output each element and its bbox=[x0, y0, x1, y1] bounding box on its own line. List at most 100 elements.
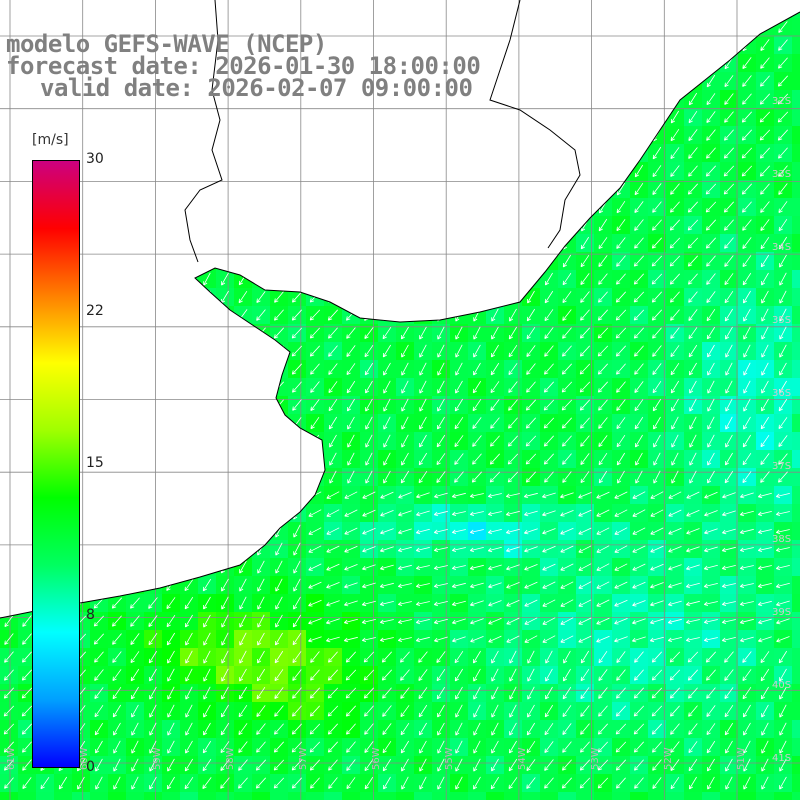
wind-arrow bbox=[508, 111, 518, 123]
wind-arrow bbox=[580, 21, 590, 33]
wind-speed-cell bbox=[396, 252, 414, 270]
wind-arrow bbox=[454, 471, 464, 483]
wind-arrow bbox=[725, 344, 733, 358]
wind-arrow bbox=[490, 21, 500, 33]
wind-arrow bbox=[525, 471, 536, 483]
wind-arrow bbox=[148, 183, 158, 195]
wind-arrow bbox=[400, 722, 410, 736]
wind-arrow bbox=[653, 74, 661, 88]
wind-arrow bbox=[257, 650, 265, 664]
wind-speed-cell bbox=[540, 72, 558, 90]
wind-speed-cell bbox=[90, 378, 108, 396]
wind-speed-cell bbox=[792, 558, 800, 576]
wind-arrow bbox=[632, 563, 646, 571]
wind-arrow bbox=[668, 491, 682, 499]
wind-speed-cell bbox=[630, 144, 648, 162]
wind-arrow bbox=[542, 510, 556, 517]
wind-arrow bbox=[704, 546, 718, 553]
wind-arrow bbox=[491, 272, 499, 286]
wind-speed-cell bbox=[144, 432, 162, 450]
wind-arrow bbox=[779, 290, 787, 304]
wind-arrow bbox=[451, 582, 466, 589]
wind-arrow bbox=[129, 147, 140, 159]
wind-arrow bbox=[221, 182, 229, 196]
wind-speed-cell bbox=[90, 504, 108, 522]
wind-arrow bbox=[291, 327, 303, 339]
wind-arrow bbox=[149, 776, 157, 790]
wind-arrow bbox=[292, 255, 302, 267]
wind-arrow bbox=[327, 705, 339, 717]
wind-arrow bbox=[328, 183, 338, 196]
wind-arrow bbox=[184, 362, 194, 376]
wind-arrow bbox=[490, 165, 500, 178]
wind-arrow bbox=[220, 777, 230, 789]
wind-arrow bbox=[239, 560, 247, 574]
wind-arrow bbox=[293, 524, 301, 538]
wind-arrow bbox=[274, 236, 284, 250]
wind-arrow bbox=[704, 528, 718, 535]
wind-arrow bbox=[274, 291, 284, 303]
wind-speed-cell bbox=[360, 108, 378, 126]
wind-arrow bbox=[433, 547, 448, 552]
wind-arrow bbox=[777, 93, 789, 105]
wind-arrow bbox=[379, 582, 394, 589]
wind-arrow bbox=[527, 218, 535, 232]
wind-arrow bbox=[633, 291, 645, 303]
wind-arrow bbox=[633, 741, 644, 753]
wind-arrow bbox=[311, 146, 319, 160]
wind-arrow bbox=[579, 381, 591, 393]
wind-arrow bbox=[130, 615, 140, 627]
wind-arrow bbox=[382, 740, 392, 754]
wind-arrow bbox=[598, 705, 608, 717]
wind-speed-cell bbox=[108, 198, 126, 216]
wind-arrow bbox=[653, 110, 661, 124]
wind-arrow bbox=[93, 561, 104, 573]
wind-arrow bbox=[688, 687, 698, 699]
wind-speed-cell bbox=[198, 108, 216, 126]
wind-speed-cell bbox=[0, 486, 18, 504]
wind-speed-cell bbox=[198, 216, 216, 234]
wind-arrow bbox=[400, 651, 410, 663]
wind-speed-cell bbox=[684, 792, 702, 800]
wind-arrow bbox=[416, 492, 430, 499]
wind-speed-cell bbox=[576, 792, 594, 800]
wind-arrow bbox=[488, 635, 502, 643]
wind-arrow bbox=[310, 669, 320, 681]
wind-arrow bbox=[473, 254, 481, 268]
wind-arrow bbox=[112, 452, 122, 466]
wind-arrow bbox=[454, 453, 464, 465]
wind-arrow bbox=[508, 326, 518, 340]
wind-arrow bbox=[635, 74, 643, 88]
wind-arrow bbox=[382, 326, 392, 340]
wind-arrow bbox=[23, 452, 31, 466]
wind-arrow bbox=[472, 435, 482, 447]
wind-speed-cell bbox=[0, 108, 18, 126]
wind-arrow bbox=[742, 20, 752, 34]
wind-arrow bbox=[362, 509, 376, 517]
wind-arrow bbox=[326, 527, 340, 535]
wind-arrow bbox=[778, 435, 788, 447]
wind-arrow bbox=[599, 164, 607, 178]
wind-arrow bbox=[362, 491, 376, 499]
wind-speed-cell bbox=[108, 576, 126, 594]
wind-arrow bbox=[166, 200, 176, 214]
wind-arrow bbox=[525, 39, 536, 51]
wind-arrow bbox=[166, 399, 176, 412]
wind-arrow bbox=[761, 290, 769, 304]
wind-arrow bbox=[274, 650, 284, 664]
wind-arrow bbox=[202, 345, 212, 358]
wind-arrow bbox=[382, 687, 392, 699]
wind-arrow bbox=[508, 129, 518, 141]
wind-speed-cell bbox=[252, 342, 270, 360]
wind-speed-cell bbox=[792, 18, 800, 36]
wind-arrow bbox=[525, 21, 537, 33]
wind-speed-cell bbox=[216, 432, 234, 450]
wind-arrow bbox=[308, 527, 322, 535]
wind-arrow bbox=[415, 547, 430, 553]
wind-arrow bbox=[364, 362, 374, 376]
wind-arrow bbox=[653, 470, 661, 484]
wind-speed-cell bbox=[162, 468, 180, 486]
wind-speed-cell bbox=[666, 72, 684, 90]
wind-arrow bbox=[491, 254, 499, 268]
wind-arrow bbox=[505, 510, 520, 517]
